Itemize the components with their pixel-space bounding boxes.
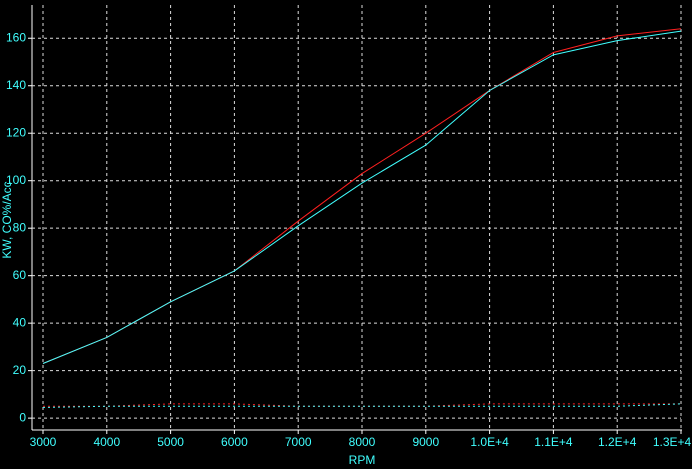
- x-tick-label: 1.1E+4: [534, 435, 573, 449]
- x-tick-label: 6000: [221, 435, 248, 449]
- x-tick-label: 1.0E+4: [470, 435, 509, 449]
- y-tick-label: 40: [13, 315, 27, 329]
- series-line: [42, 403, 682, 408]
- y-tick-label: 0: [19, 410, 26, 424]
- y-tick-label: 60: [13, 268, 27, 282]
- y-tick-label: 100: [6, 173, 26, 187]
- x-tick-label: 7000: [285, 435, 312, 449]
- y-tick-label: 80: [13, 220, 27, 234]
- y-tick-label: 140: [6, 78, 26, 92]
- x-tick-label: 3000: [30, 435, 57, 449]
- y-tick-label: 20: [13, 363, 27, 377]
- x-axis-label: RPM: [349, 453, 376, 467]
- x-tick-label: 1.3E+4: [653, 435, 692, 449]
- x-tick-label: 8000: [349, 435, 376, 449]
- x-tick-label: 9000: [412, 435, 439, 449]
- y-tick-label: 160: [6, 30, 26, 44]
- x-tick-label: 4000: [93, 435, 120, 449]
- y-axis-label: KW, CO%/Acc: [0, 181, 14, 258]
- y-tick-label: 120: [6, 125, 26, 139]
- x-tick-label: 5000: [157, 435, 184, 449]
- series-line: [42, 30, 682, 364]
- x-tick-label: 1.2E+4: [598, 435, 637, 449]
- series-line: [43, 403, 681, 407]
